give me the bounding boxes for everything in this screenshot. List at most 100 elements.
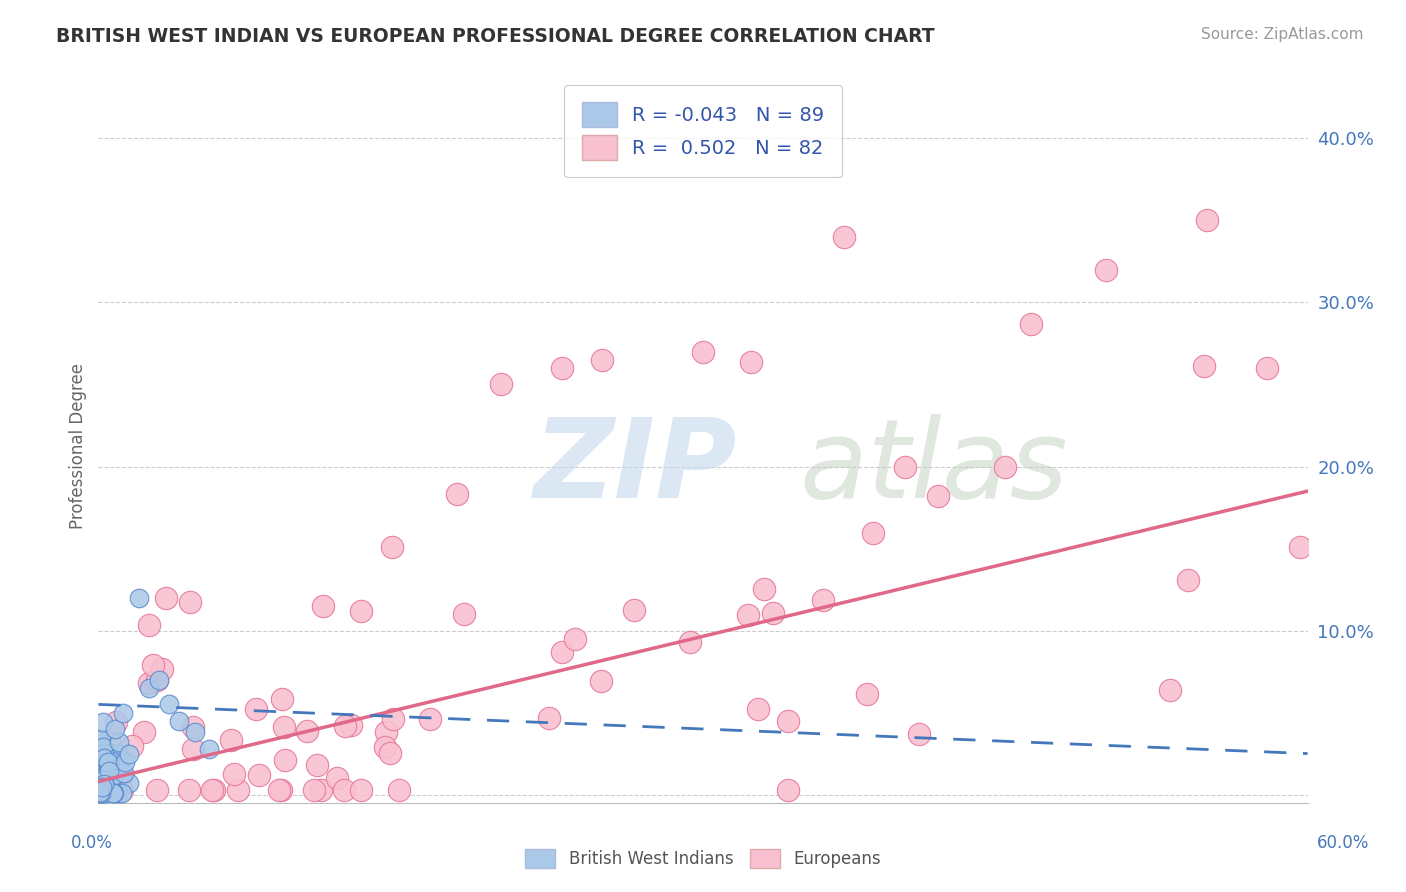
Point bbox=[148, 673, 170, 687]
Point bbox=[94, 779, 117, 793]
Point bbox=[97, 757, 120, 772]
Point bbox=[90, 775, 112, 789]
Point bbox=[107, 755, 129, 769]
Point bbox=[98, 762, 121, 776]
Point bbox=[350, 782, 373, 797]
Point bbox=[1195, 213, 1218, 227]
Point bbox=[97, 784, 120, 798]
Point bbox=[138, 617, 160, 632]
Point bbox=[90, 782, 112, 797]
Point bbox=[94, 784, 117, 798]
Point bbox=[94, 785, 117, 799]
Point bbox=[91, 756, 114, 770]
Point bbox=[93, 751, 115, 765]
Point bbox=[138, 681, 160, 695]
Point bbox=[332, 782, 354, 797]
Point bbox=[181, 742, 204, 756]
Point bbox=[155, 591, 177, 606]
Point bbox=[89, 772, 111, 787]
Point bbox=[269, 782, 291, 797]
Point bbox=[94, 786, 117, 800]
Point bbox=[747, 701, 769, 715]
Point bbox=[103, 722, 125, 736]
Point bbox=[1256, 361, 1278, 376]
Point bbox=[184, 725, 207, 739]
Point bbox=[93, 747, 115, 761]
Point bbox=[91, 772, 114, 787]
Point bbox=[103, 786, 125, 800]
Y-axis label: Professional Degree: Professional Degree bbox=[69, 363, 87, 529]
Point bbox=[198, 741, 221, 756]
Point bbox=[111, 786, 134, 800]
Point bbox=[1159, 682, 1181, 697]
Point bbox=[150, 662, 173, 676]
Point bbox=[339, 717, 361, 731]
Point bbox=[93, 777, 115, 791]
Point bbox=[1019, 317, 1042, 331]
Point bbox=[89, 783, 111, 797]
Legend: British West Indians, Europeans: British West Indians, Europeans bbox=[519, 842, 887, 875]
Point bbox=[181, 720, 204, 734]
Point bbox=[762, 606, 785, 620]
Point bbox=[692, 344, 714, 359]
Point bbox=[382, 712, 405, 726]
Point bbox=[89, 785, 111, 799]
Point bbox=[90, 786, 112, 800]
Point bbox=[100, 765, 122, 780]
Point bbox=[1095, 262, 1118, 277]
Point bbox=[89, 781, 111, 796]
Point bbox=[302, 782, 325, 797]
Point bbox=[142, 658, 165, 673]
Point bbox=[93, 777, 115, 791]
Point bbox=[179, 782, 201, 797]
Point bbox=[91, 714, 114, 729]
Text: atlas: atlas bbox=[800, 414, 1069, 521]
Point bbox=[93, 779, 115, 793]
Point bbox=[103, 786, 125, 800]
Point bbox=[307, 758, 329, 772]
Point bbox=[564, 632, 586, 647]
Point bbox=[111, 782, 134, 797]
Point bbox=[98, 756, 121, 771]
Point bbox=[90, 781, 112, 796]
Point bbox=[121, 739, 143, 753]
Point bbox=[89, 763, 111, 777]
Point bbox=[89, 784, 111, 798]
Point bbox=[591, 352, 613, 367]
Point bbox=[96, 784, 118, 798]
Point bbox=[91, 784, 114, 798]
Point bbox=[93, 784, 115, 798]
Point bbox=[551, 361, 574, 376]
Point bbox=[325, 771, 347, 785]
Point bbox=[778, 714, 800, 729]
Point bbox=[93, 758, 115, 772]
Point bbox=[388, 782, 411, 797]
Text: BRITISH WEST INDIAN VS EUROPEAN PROFESSIONAL DEGREE CORRELATION CHART: BRITISH WEST INDIAN VS EUROPEAN PROFESSI… bbox=[56, 27, 935, 45]
Point bbox=[98, 764, 121, 778]
Point bbox=[994, 459, 1017, 474]
Point bbox=[107, 735, 129, 749]
Point bbox=[679, 635, 702, 649]
Point bbox=[893, 459, 915, 474]
Point bbox=[245, 701, 267, 715]
Point bbox=[832, 230, 855, 244]
Point bbox=[856, 687, 879, 701]
Point bbox=[167, 714, 190, 728]
Point bbox=[107, 786, 129, 800]
Point bbox=[111, 706, 134, 720]
Point bbox=[89, 772, 111, 786]
Point bbox=[419, 712, 441, 726]
Point bbox=[100, 780, 122, 795]
Point bbox=[93, 786, 115, 800]
Point bbox=[90, 786, 112, 800]
Point bbox=[118, 776, 141, 790]
Point bbox=[111, 766, 134, 780]
Point bbox=[90, 731, 112, 746]
Text: 60.0%: 60.0% bbox=[1316, 834, 1369, 852]
Point bbox=[551, 644, 574, 658]
Point bbox=[107, 747, 129, 761]
Point bbox=[274, 753, 297, 767]
Point bbox=[273, 720, 295, 734]
Point bbox=[112, 766, 135, 780]
Point bbox=[145, 782, 167, 797]
